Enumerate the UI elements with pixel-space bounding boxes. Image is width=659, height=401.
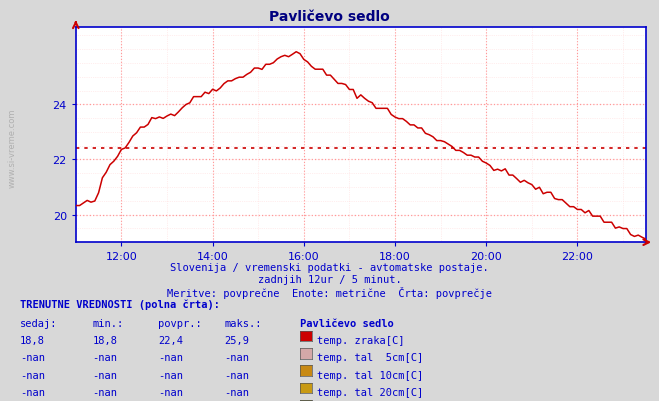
Text: -nan: -nan	[224, 387, 249, 397]
Text: -nan: -nan	[224, 352, 249, 363]
Text: zadnjih 12ur / 5 minut.: zadnjih 12ur / 5 minut.	[258, 275, 401, 285]
Text: -nan: -nan	[158, 387, 183, 397]
Text: Pavličevo sedlo: Pavličevo sedlo	[300, 318, 393, 328]
Text: -nan: -nan	[224, 370, 249, 380]
Text: -nan: -nan	[92, 387, 117, 397]
Text: -nan: -nan	[158, 352, 183, 363]
Text: TRENUTNE VREDNOSTI (polna črta):: TRENUTNE VREDNOSTI (polna črta):	[20, 299, 219, 309]
Text: -nan: -nan	[20, 352, 45, 363]
Text: Meritve: povprečne  Enote: metrične  Črta: povprečje: Meritve: povprečne Enote: metrične Črta:…	[167, 286, 492, 298]
Text: www.si-vreme.com: www.si-vreme.com	[8, 109, 17, 188]
Text: temp. tal 20cm[C]: temp. tal 20cm[C]	[317, 387, 423, 397]
Text: 18,8: 18,8	[92, 335, 117, 345]
Text: Pavličevo sedlo: Pavličevo sedlo	[269, 10, 390, 24]
Text: temp. tal 10cm[C]: temp. tal 10cm[C]	[317, 370, 423, 380]
Text: temp. tal  5cm[C]: temp. tal 5cm[C]	[317, 352, 423, 363]
Text: -nan: -nan	[92, 370, 117, 380]
Text: sedaj:: sedaj:	[20, 318, 57, 328]
Text: maks.:: maks.:	[224, 318, 262, 328]
Text: povpr.:: povpr.:	[158, 318, 202, 328]
Text: Slovenija / vremenski podatki - avtomatske postaje.: Slovenija / vremenski podatki - avtomats…	[170, 263, 489, 273]
Text: min.:: min.:	[92, 318, 123, 328]
Text: 18,8: 18,8	[20, 335, 45, 345]
Text: -nan: -nan	[20, 370, 45, 380]
Text: 25,9: 25,9	[224, 335, 249, 345]
Text: temp. zraka[C]: temp. zraka[C]	[317, 335, 405, 345]
Text: -nan: -nan	[92, 352, 117, 363]
Text: -nan: -nan	[20, 387, 45, 397]
Text: 22,4: 22,4	[158, 335, 183, 345]
Text: -nan: -nan	[158, 370, 183, 380]
